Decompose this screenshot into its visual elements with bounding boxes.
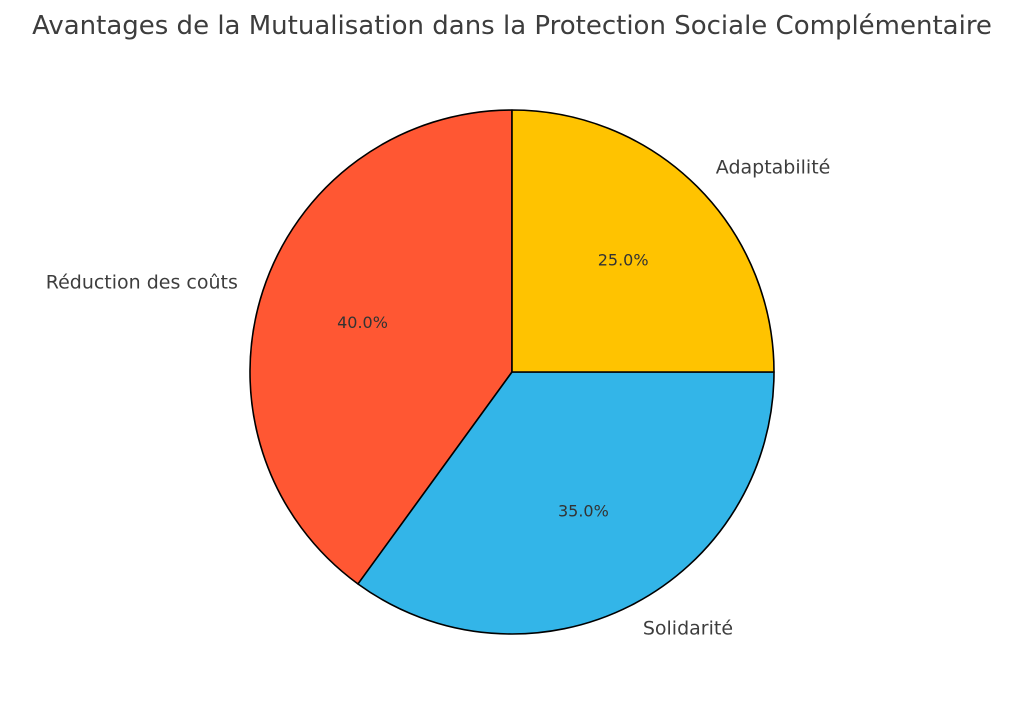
pie-labels: Réduction des coûts 40.0% Solidarité 35.0% A… <box>46 157 831 640</box>
chart-title: Avantages de la Mutualisation dans la Pr… <box>32 11 992 41</box>
pie-slice-adaptabilite <box>511 109 775 373</box>
slice-label-solidarite: Solidarité <box>643 617 733 639</box>
slice-percent-solidarite: 35.0% <box>558 502 609 521</box>
slice-percent-adaptabilite: 25.0% <box>598 250 649 269</box>
slice-label-reduction-des-couts: Réduction des coûts <box>46 271 238 293</box>
pie-slice-solidarite <box>357 371 775 635</box>
pie-slice-reduction-des-couts <box>249 109 513 585</box>
slice-percent-reduction-des-couts: 40.0% <box>337 313 388 332</box>
slice-label-adaptabilite: Adaptabilité <box>716 157 831 179</box>
pie-slices <box>249 109 775 635</box>
